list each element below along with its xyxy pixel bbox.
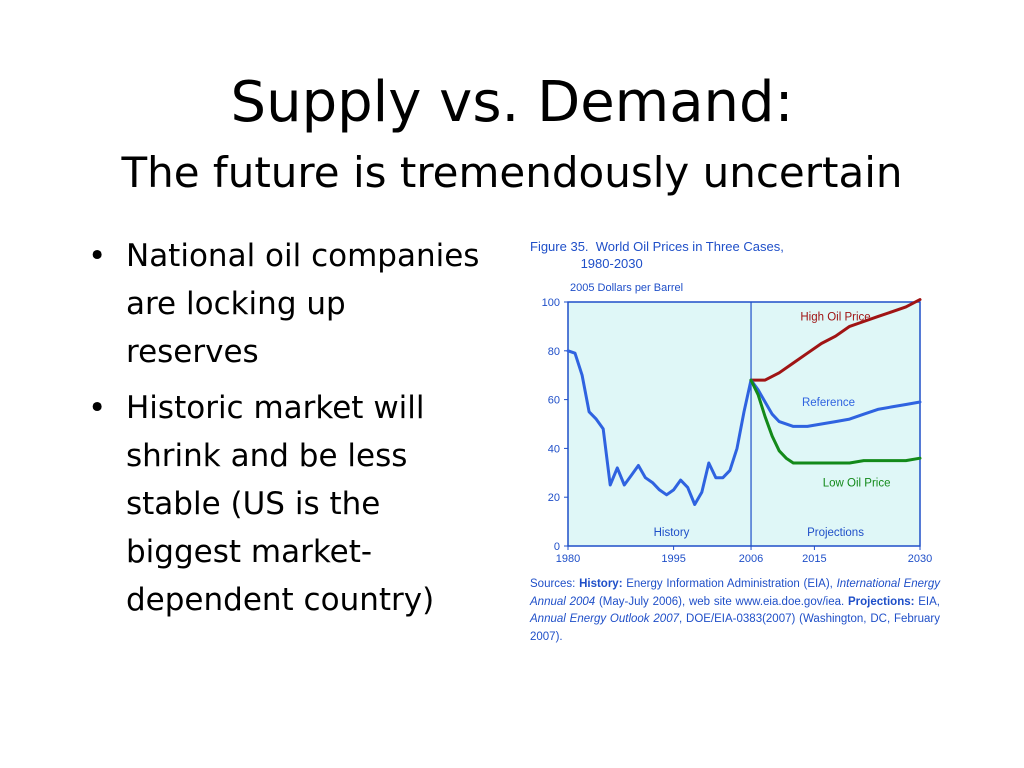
source-text: EIA, (914, 595, 940, 608)
bullet-list: • National oil companies are locking up r… (86, 232, 486, 632)
source-text: , DOE/EIA-0383(2007) (Washington, DC, Fe… (530, 613, 940, 643)
figure-unit-label: 2005 Dollars per Barrel (570, 282, 684, 294)
series-history-line (566, 349, 753, 506)
y-tick-label: 20 (548, 492, 560, 504)
y-tick-label: 80 (548, 346, 560, 358)
plot-area (567, 301, 921, 547)
slide-subtitle: The future is tremendously uncertain (121, 148, 903, 197)
figure-source: Sources: History: Energy Information Adm… (530, 576, 940, 646)
series-label-low-oil-price: Low Oil Price (823, 478, 891, 490)
y-tick-label: 60 (548, 395, 560, 407)
source-projections-label: Projections: (848, 595, 915, 608)
y-tick-label: 100 (542, 297, 560, 309)
x-tick-label: 2015 (802, 553, 826, 565)
source-label: Sources: (530, 578, 580, 590)
bullet-item: • National oil companies are locking up r… (86, 232, 486, 376)
bullet-dot-icon: • (88, 238, 107, 274)
series-high-oil-price-line (749, 298, 922, 382)
bullet-dot-icon: • (88, 390, 107, 426)
source-text: (May-July 2006), web site www.eia.doe.go… (595, 595, 848, 608)
figure-caption: Figure 35. World Oil Prices in Three Cas… (530, 239, 784, 271)
y-tick-label: 0 (554, 541, 560, 553)
series-reference-line (749, 378, 922, 428)
slide-title: Supply vs. Demand: (230, 70, 794, 135)
oil-price-chart: 0 20 40 60 80 100 1980 1995 2006 2015 2030 History P… (542, 297, 933, 565)
source-publication: Annual Energy Outlook 2007 (530, 613, 679, 625)
bullet-item: • Historic market will shrink and be less… (86, 384, 486, 624)
source-history-label: History: (579, 578, 623, 590)
series-label-high-oil-price: High Oil Price (800, 312, 870, 324)
x-tick-label: 1995 (661, 553, 685, 565)
oil-price-figure: Figure 35. World Oil Prices in Three Cas… (528, 238, 940, 668)
source-publication: International Energy Annual 2004 (530, 578, 941, 608)
x-tick-label: 2030 (908, 553, 932, 565)
series-label-reference: Reference (802, 397, 855, 409)
series-low-oil-price-line (749, 378, 922, 465)
region-label-history: History (654, 527, 690, 539)
region-label-projections: Projections (807, 527, 864, 539)
x-tick-label: 2006 (739, 553, 763, 565)
x-tick-label: 1980 (556, 553, 580, 565)
source-text: Energy Information Administration (EIA), (622, 578, 837, 590)
y-tick-label: 40 (548, 443, 560, 455)
bullet-text: National oil companies are locking up re… (126, 238, 480, 370)
bullet-text: Historic market will shrink and be less … (126, 390, 435, 618)
